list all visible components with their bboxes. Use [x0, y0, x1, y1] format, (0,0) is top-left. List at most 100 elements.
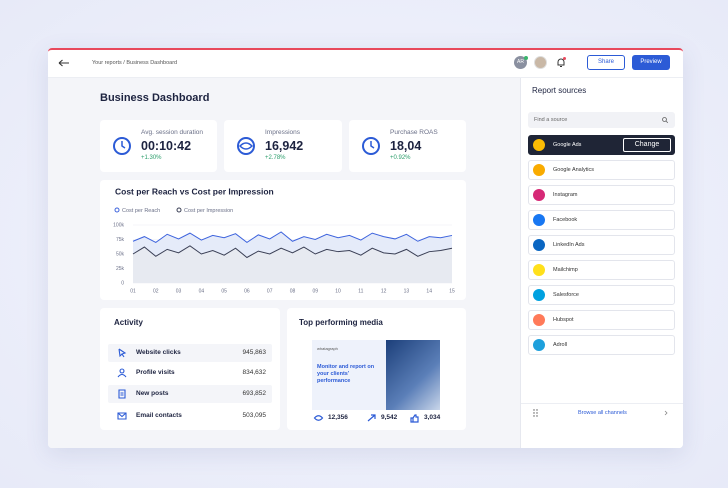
activity-label: Profile visits	[136, 369, 175, 376]
source-item[interactable]	[528, 335, 675, 355]
search-box[interactable]	[528, 112, 675, 128]
media-stat-icon	[313, 415, 324, 421]
source-item[interactable]	[528, 235, 675, 255]
grid-dot	[533, 409, 535, 411]
back-button[interactable]	[58, 58, 70, 68]
media-stat-glyph	[313, 415, 324, 421]
kpi-value: 00:10:42	[141, 139, 192, 153]
sidebar-divider	[521, 403, 683, 404]
grid-dot	[536, 412, 538, 414]
grid-dot	[536, 409, 538, 411]
grid-dot	[533, 412, 535, 414]
legend-label: Cost per Reach	[122, 208, 160, 214]
activity-row	[108, 344, 272, 362]
x-tick-label: 03	[176, 288, 182, 294]
topbar-border	[48, 77, 683, 78]
series-line	[132, 231, 453, 244]
x-tick-label: 12	[381, 288, 387, 294]
source-item[interactable]	[528, 310, 675, 330]
legend-label: Cost per Impression	[184, 208, 233, 214]
status-dot	[524, 56, 528, 60]
x-tick-label: 11	[358, 288, 363, 294]
kpi-icon-glyph	[238, 142, 254, 150]
source-item[interactable]	[528, 160, 675, 180]
breadcrumb[interactable]: Your reports / Business Dashboard	[92, 60, 178, 66]
media-stat-icon	[410, 414, 419, 423]
browse-chevron	[664, 410, 668, 416]
bell-dot	[563, 57, 566, 60]
media-brand: whatagraph	[317, 346, 338, 351]
x-tick-label: 05	[221, 288, 227, 294]
activity-row	[108, 385, 272, 403]
activity-title: Activity	[114, 318, 143, 327]
line-chart: Cost per Reach vs Cost per Impression Cos…	[113, 186, 455, 294]
grid-dot	[533, 415, 535, 417]
source-name: Instagram	[553, 192, 578, 198]
source-name: Hubspot	[553, 317, 574, 323]
source-name: Google Analytics	[553, 167, 594, 173]
notifications[interactable]	[556, 57, 566, 68]
source-icon	[533, 189, 545, 201]
y-tick-label: 75k	[116, 237, 125, 243]
dashboard-title: Business Dashboard	[100, 92, 210, 104]
preview-button[interactable]: Preview	[632, 55, 670, 70]
search-placeholder: Find a source	[534, 117, 568, 123]
media-stat-icon	[367, 414, 376, 422]
source-item[interactable]	[528, 185, 675, 205]
back-arrow	[58, 59, 69, 67]
kpi-icon-ring	[362, 137, 380, 155]
activity-glyph	[117, 412, 127, 420]
series-area	[133, 245, 452, 283]
kpi-card	[349, 120, 466, 172]
x-tick-label: 14	[426, 288, 432, 294]
source-item[interactable]	[528, 285, 675, 305]
kpi-icon-glyph	[370, 141, 375, 149]
media-stat-glyph	[367, 414, 376, 422]
source-icon	[533, 264, 545, 276]
legend-marker	[114, 207, 120, 213]
activity-row	[108, 364, 272, 382]
source-item-selected[interactable]	[528, 135, 675, 155]
kpi-card	[100, 120, 217, 172]
chart-title: Cost per Reach vs Cost per Impression	[115, 186, 274, 196]
avatar-photo	[534, 56, 547, 69]
x-tick-label: 06	[244, 288, 250, 294]
source-name: Google Ads	[553, 142, 582, 148]
x-tick-label: 10	[335, 288, 341, 294]
grid-dot	[536, 415, 538, 417]
series-line	[132, 245, 453, 259]
activity-label: New posts	[136, 390, 169, 397]
y-tick-label: 25k	[116, 266, 125, 272]
activity-icon	[117, 412, 127, 420]
search-icon	[662, 117, 669, 124]
x-tick-label: 13	[404, 288, 410, 294]
source-icon	[533, 289, 545, 301]
change-button[interactable]: Change	[623, 138, 671, 152]
y-tick-label: 0	[121, 280, 124, 286]
source-name: Mailchimp	[553, 267, 578, 273]
kpi-change: +1.30%	[141, 155, 162, 161]
kpi-icon-ring	[237, 137, 255, 155]
kpi-icon	[237, 137, 255, 155]
kpi-label: Purchase ROAS	[390, 129, 438, 136]
activity-glyph	[117, 368, 127, 378]
source-icon	[533, 139, 545, 151]
source-name: Facebook	[553, 217, 578, 223]
kpi-card	[224, 120, 342, 172]
x-tick-label: 04	[199, 288, 205, 294]
share-button[interactable]: Share	[587, 55, 625, 70]
activity-row	[108, 407, 272, 425]
source-icon	[533, 339, 545, 351]
source-item[interactable]	[528, 210, 675, 230]
bell-icon	[557, 58, 565, 67]
source-icon	[533, 314, 545, 326]
source-name: Adroll	[553, 342, 568, 348]
browse-channels[interactable]: Browse all channels	[578, 410, 627, 416]
source-item[interactable]	[528, 260, 675, 280]
media-stat-glyph	[410, 414, 419, 423]
kpi-change: +0.92%	[390, 155, 411, 161]
source-name: LinkedIn Ads	[553, 242, 585, 248]
chevron	[664, 410, 668, 416]
media-stat: 12,356	[328, 414, 348, 421]
